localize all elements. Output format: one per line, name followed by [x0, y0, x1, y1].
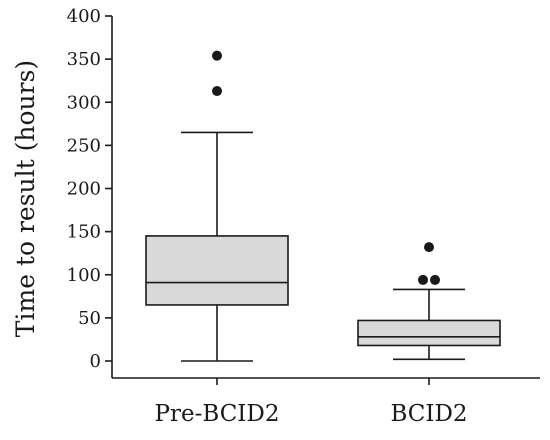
- y-axis: 0 50 100 150 200 250 300 350 400: [67, 6, 113, 378]
- y-tick-label: 400: [67, 6, 101, 27]
- y-tick-label: 350: [67, 49, 101, 70]
- y-tick-label: 200: [67, 179, 101, 200]
- y-tick-label: 300: [67, 92, 101, 113]
- iqr-box: [145, 235, 289, 306]
- y-tick-label: 0: [90, 351, 101, 372]
- outlier-point: [212, 86, 222, 97]
- plot-area: [145, 50, 501, 362]
- outlier-point: [424, 242, 434, 253]
- y-tick-label: 50: [78, 308, 101, 329]
- outlier-point: [430, 274, 440, 285]
- y-tick-label: 250: [67, 135, 101, 156]
- y-axis-title: Time to result (hours): [11, 60, 40, 337]
- outlier-point: [418, 274, 428, 285]
- x-category-label: Pre-BCID2: [155, 401, 280, 427]
- y-tick-label: 150: [67, 222, 101, 243]
- x-category-label: BCID2: [390, 401, 467, 427]
- y-tick-label: 100: [67, 265, 101, 286]
- x-axis: Pre-BCID2 BCID2: [112, 377, 540, 427]
- iqr-box: [357, 319, 501, 347]
- outlier-point: [212, 50, 222, 61]
